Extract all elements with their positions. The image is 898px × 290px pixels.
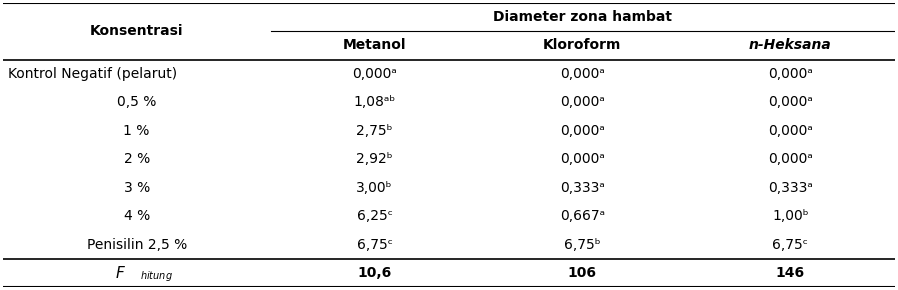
Text: Penisilin 2,5 %: Penisilin 2,5 % <box>86 238 187 251</box>
Text: 0,000ᵃ: 0,000ᵃ <box>768 95 813 109</box>
Text: 0,667ᵃ: 0,667ᵃ <box>559 209 605 223</box>
Text: 0,333ᵃ: 0,333ᵃ <box>560 181 605 195</box>
Text: Metanol: Metanol <box>343 39 406 52</box>
Text: 2,75ᵇ: 2,75ᵇ <box>357 124 392 138</box>
Text: 2,92ᵇ: 2,92ᵇ <box>357 152 392 166</box>
Text: 146: 146 <box>776 266 805 280</box>
Text: Kontrol Negatif (pelarut): Kontrol Negatif (pelarut) <box>8 67 177 81</box>
Text: 6,75ᶜ: 6,75ᶜ <box>357 238 392 251</box>
Text: 0,000ᵃ: 0,000ᵃ <box>560 67 605 81</box>
Text: 0,5 %: 0,5 % <box>117 95 156 109</box>
Text: 0,000ᵃ: 0,000ᵃ <box>768 67 813 81</box>
Text: 3,00ᵇ: 3,00ᵇ <box>357 181 392 195</box>
Text: 0,000ᵃ: 0,000ᵃ <box>560 95 605 109</box>
Text: 1 %: 1 % <box>123 124 150 138</box>
Text: n-Heksana: n-Heksana <box>749 39 832 52</box>
Text: 106: 106 <box>568 266 597 280</box>
Text: 0,333ᵃ: 0,333ᵃ <box>768 181 813 195</box>
Text: $\mathit{hitung}$: $\mathit{hitung}$ <box>140 269 172 283</box>
Text: Kloroform: Kloroform <box>543 39 621 52</box>
Text: 6,25ᶜ: 6,25ᶜ <box>357 209 392 223</box>
Text: 4 %: 4 % <box>124 209 150 223</box>
Text: Diameter zona hambat: Diameter zona hambat <box>493 10 673 24</box>
Text: 0,000ᵃ: 0,000ᵃ <box>768 124 813 138</box>
Text: 0,000ᵃ: 0,000ᵃ <box>560 152 605 166</box>
Text: 6,75ᵇ: 6,75ᵇ <box>564 238 601 251</box>
Text: 0,000ᵃ: 0,000ᵃ <box>768 152 813 166</box>
Text: 6,75ᶜ: 6,75ᶜ <box>772 238 808 251</box>
Text: 1,00ᵇ: 1,00ᵇ <box>772 209 809 223</box>
Text: 1,08ᵃᵇ: 1,08ᵃᵇ <box>353 95 396 109</box>
Text: 0,000ᵃ: 0,000ᵃ <box>352 67 397 81</box>
Text: 0,000ᵃ: 0,000ᵃ <box>560 124 605 138</box>
Text: 2 %: 2 % <box>124 152 150 166</box>
Text: Konsentrasi: Konsentrasi <box>90 24 183 38</box>
Text: $\mathit{F}$: $\mathit{F}$ <box>115 265 126 281</box>
Text: 10,6: 10,6 <box>357 266 392 280</box>
Text: 3 %: 3 % <box>124 181 150 195</box>
